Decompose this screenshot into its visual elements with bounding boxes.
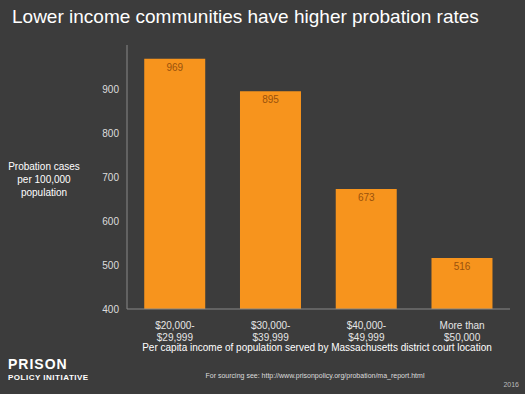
svg-text:$30,000-: $30,000- bbox=[251, 320, 290, 331]
html-text:PRISON: PRISON bbox=[8, 356, 68, 372]
svg-text:700: 700 bbox=[102, 172, 119, 183]
svg-text:$40,000-: $40,000- bbox=[347, 320, 386, 331]
html-text:Per capita income of populatio: Per capita income of population served b… bbox=[142, 342, 492, 353]
svg-text:$29,999: $29,999 bbox=[157, 332, 194, 343]
svg-text:895: 895 bbox=[262, 94, 279, 105]
svg-text:$50,000: $50,000 bbox=[444, 332, 481, 343]
svg-text:$39,999: $39,999 bbox=[253, 332, 290, 343]
svg-text:500: 500 bbox=[102, 260, 119, 271]
html-text:For sourcing see: http://www.p: For sourcing see: http://www.prisonpolic… bbox=[205, 372, 425, 379]
svg-text:516: 516 bbox=[454, 261, 471, 272]
svg-text:673: 673 bbox=[358, 192, 375, 203]
svg-text:600: 600 bbox=[102, 216, 119, 227]
svg-text:$20,000-: $20,000- bbox=[155, 320, 194, 331]
svg-text:$49,999: $49,999 bbox=[348, 332, 385, 343]
html-text:POLICY INITIATIVE: POLICY INITIATIVE bbox=[8, 373, 89, 382]
svg-text:800: 800 bbox=[102, 128, 119, 139]
svg-text:969: 969 bbox=[166, 62, 183, 73]
html-text:2016: 2016 bbox=[503, 381, 519, 388]
svg-text:900: 900 bbox=[102, 84, 119, 95]
html-text:Probation cases per 100,000 po: Probation cases per 100,000 population bbox=[8, 161, 80, 198]
svg-text:More than: More than bbox=[440, 320, 485, 331]
html-text:Lower income communities have: Lower income communities have higher pro… bbox=[12, 6, 479, 27]
svg-text:400: 400 bbox=[102, 304, 119, 315]
